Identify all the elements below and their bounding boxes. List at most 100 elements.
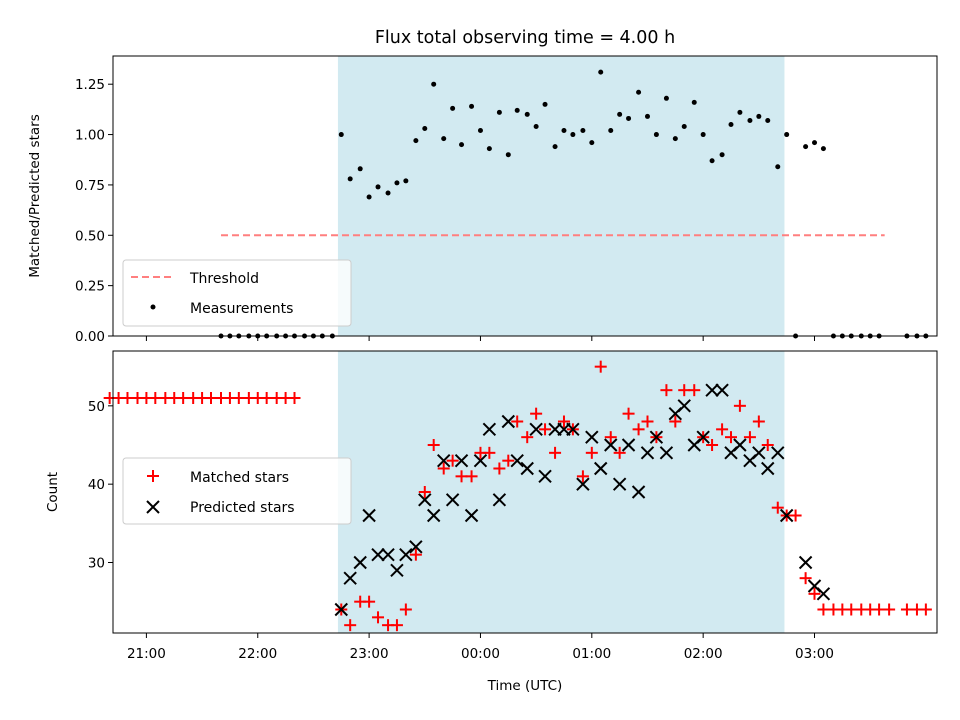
y-tick-label: 1.25 xyxy=(75,77,105,93)
y-tick-label: 0.25 xyxy=(75,279,105,295)
measurement-point xyxy=(375,184,381,190)
predicted-star-point xyxy=(353,555,367,570)
matched-star-point xyxy=(465,470,478,483)
measurement-point xyxy=(524,111,530,117)
measurement-point xyxy=(403,178,409,184)
predicted-star-point xyxy=(501,414,516,429)
measurement-point xyxy=(765,117,771,123)
predicted-legend-label: Predicted stars xyxy=(190,500,295,516)
matched-star-point xyxy=(446,454,459,467)
measurement-point xyxy=(672,136,678,142)
measurement-point xyxy=(552,144,558,150)
measurement-point xyxy=(709,158,715,164)
predicted-star-point xyxy=(409,540,423,554)
predicted-star-point xyxy=(445,493,460,507)
predicted-star-point xyxy=(576,477,590,491)
predicted-star-point xyxy=(752,446,766,460)
x-axis-label: Time (UTC) xyxy=(487,678,563,694)
matched-star-point xyxy=(399,603,412,616)
predicted-star-point xyxy=(816,587,831,601)
measurement-point xyxy=(626,115,632,121)
measurement-point xyxy=(580,128,586,134)
predicted-star-point xyxy=(454,453,469,468)
predicted-star-point xyxy=(529,422,543,437)
predicted-star-point xyxy=(585,430,599,444)
matched-star-point xyxy=(511,415,524,428)
predicted-star-point xyxy=(771,446,785,460)
predicted-star-point xyxy=(538,469,552,484)
measurement-point xyxy=(803,144,809,150)
measurement-point xyxy=(505,152,511,158)
matched-star-point xyxy=(204,392,217,404)
x-tick-label: 23:00 xyxy=(350,646,389,662)
predicted-star-point xyxy=(343,571,357,585)
measurement-point xyxy=(756,113,762,119)
matched-star-point xyxy=(799,572,812,585)
counts-axes-frame xyxy=(112,350,938,634)
predicted-star-point xyxy=(482,422,497,437)
predicted-star-point xyxy=(426,508,441,523)
measurement-point xyxy=(812,140,818,146)
measurement-point xyxy=(338,132,344,138)
ratio-panel: 0.00 0.25 0.50 0.75 1.00 1.25 Matched/Predict… xyxy=(27,55,938,345)
matched-star-point xyxy=(678,384,691,397)
matched-star-point xyxy=(725,431,737,444)
measurement-point xyxy=(477,128,483,134)
matched-star-point xyxy=(455,470,468,483)
measurement-point xyxy=(459,142,465,148)
measurement-point xyxy=(570,132,576,138)
counts-y-axis-label: Count xyxy=(45,472,61,512)
measurement-point xyxy=(636,89,642,95)
measurement-point xyxy=(747,117,753,123)
x-tick-label: 21:00 xyxy=(127,646,166,662)
measurement-point xyxy=(441,136,447,142)
ratio-axes-frame xyxy=(112,55,938,337)
chart-title: Flux total observing time = 4.00 h xyxy=(375,28,675,48)
matched-star-point xyxy=(232,392,245,404)
measurement-point xyxy=(737,109,743,115)
predicted-star-point xyxy=(733,438,747,452)
measurement-point xyxy=(347,176,353,182)
measurement-point xyxy=(486,146,492,152)
matched-star-point xyxy=(883,603,896,616)
measurements-legend-swatch xyxy=(150,304,156,310)
matched-legend-swatch xyxy=(147,470,159,482)
matched-star-point xyxy=(493,462,506,475)
predicted-star-point xyxy=(705,383,719,397)
measurement-point xyxy=(413,138,419,144)
matched-star-point xyxy=(576,470,589,483)
measurement-point xyxy=(700,132,706,138)
y-tick-label: 0.00 xyxy=(75,329,105,345)
predicted-star-point xyxy=(779,508,794,523)
x-tick-label: 00:00 xyxy=(461,646,500,662)
observing-window-shade xyxy=(337,351,785,633)
counts-legend: Matched stars Predicted stars xyxy=(122,457,352,525)
y-tick-label: 0.75 xyxy=(75,178,105,194)
matched-star-point xyxy=(817,603,830,616)
matched-star-point xyxy=(613,446,626,459)
predicted-star-point xyxy=(371,547,385,562)
measurement-point xyxy=(431,81,437,87)
predicted-star-point xyxy=(604,438,618,452)
x-tick-label: 22:00 xyxy=(238,646,277,662)
predicted-star-point xyxy=(464,508,479,523)
ratio-legend: Threshold Measurements xyxy=(122,259,352,327)
measurement-point xyxy=(820,146,826,152)
y-tick-label: 50 xyxy=(88,399,105,415)
matched-star-point xyxy=(390,619,403,632)
matched-legend-label: Matched stars xyxy=(190,470,289,486)
measurement-point xyxy=(422,126,428,132)
predicted-star-point xyxy=(334,602,348,617)
matched-star-point xyxy=(761,439,774,451)
matched-star-point xyxy=(660,384,673,397)
observing-window-shade xyxy=(337,56,785,336)
counts-panel: 30 40 50 21:00 22:00 23:00 00:00 01:00 02:00 03:… xyxy=(45,350,938,694)
matched-star-point xyxy=(344,619,357,632)
matched-star-point xyxy=(372,611,385,624)
matched-star-point xyxy=(149,392,162,404)
matched-star-point xyxy=(418,486,431,498)
matched-star-point xyxy=(521,431,534,444)
matched-star-point xyxy=(585,446,598,459)
x-tick-label: 03:00 xyxy=(795,646,834,662)
predicted-star-point xyxy=(761,461,775,476)
